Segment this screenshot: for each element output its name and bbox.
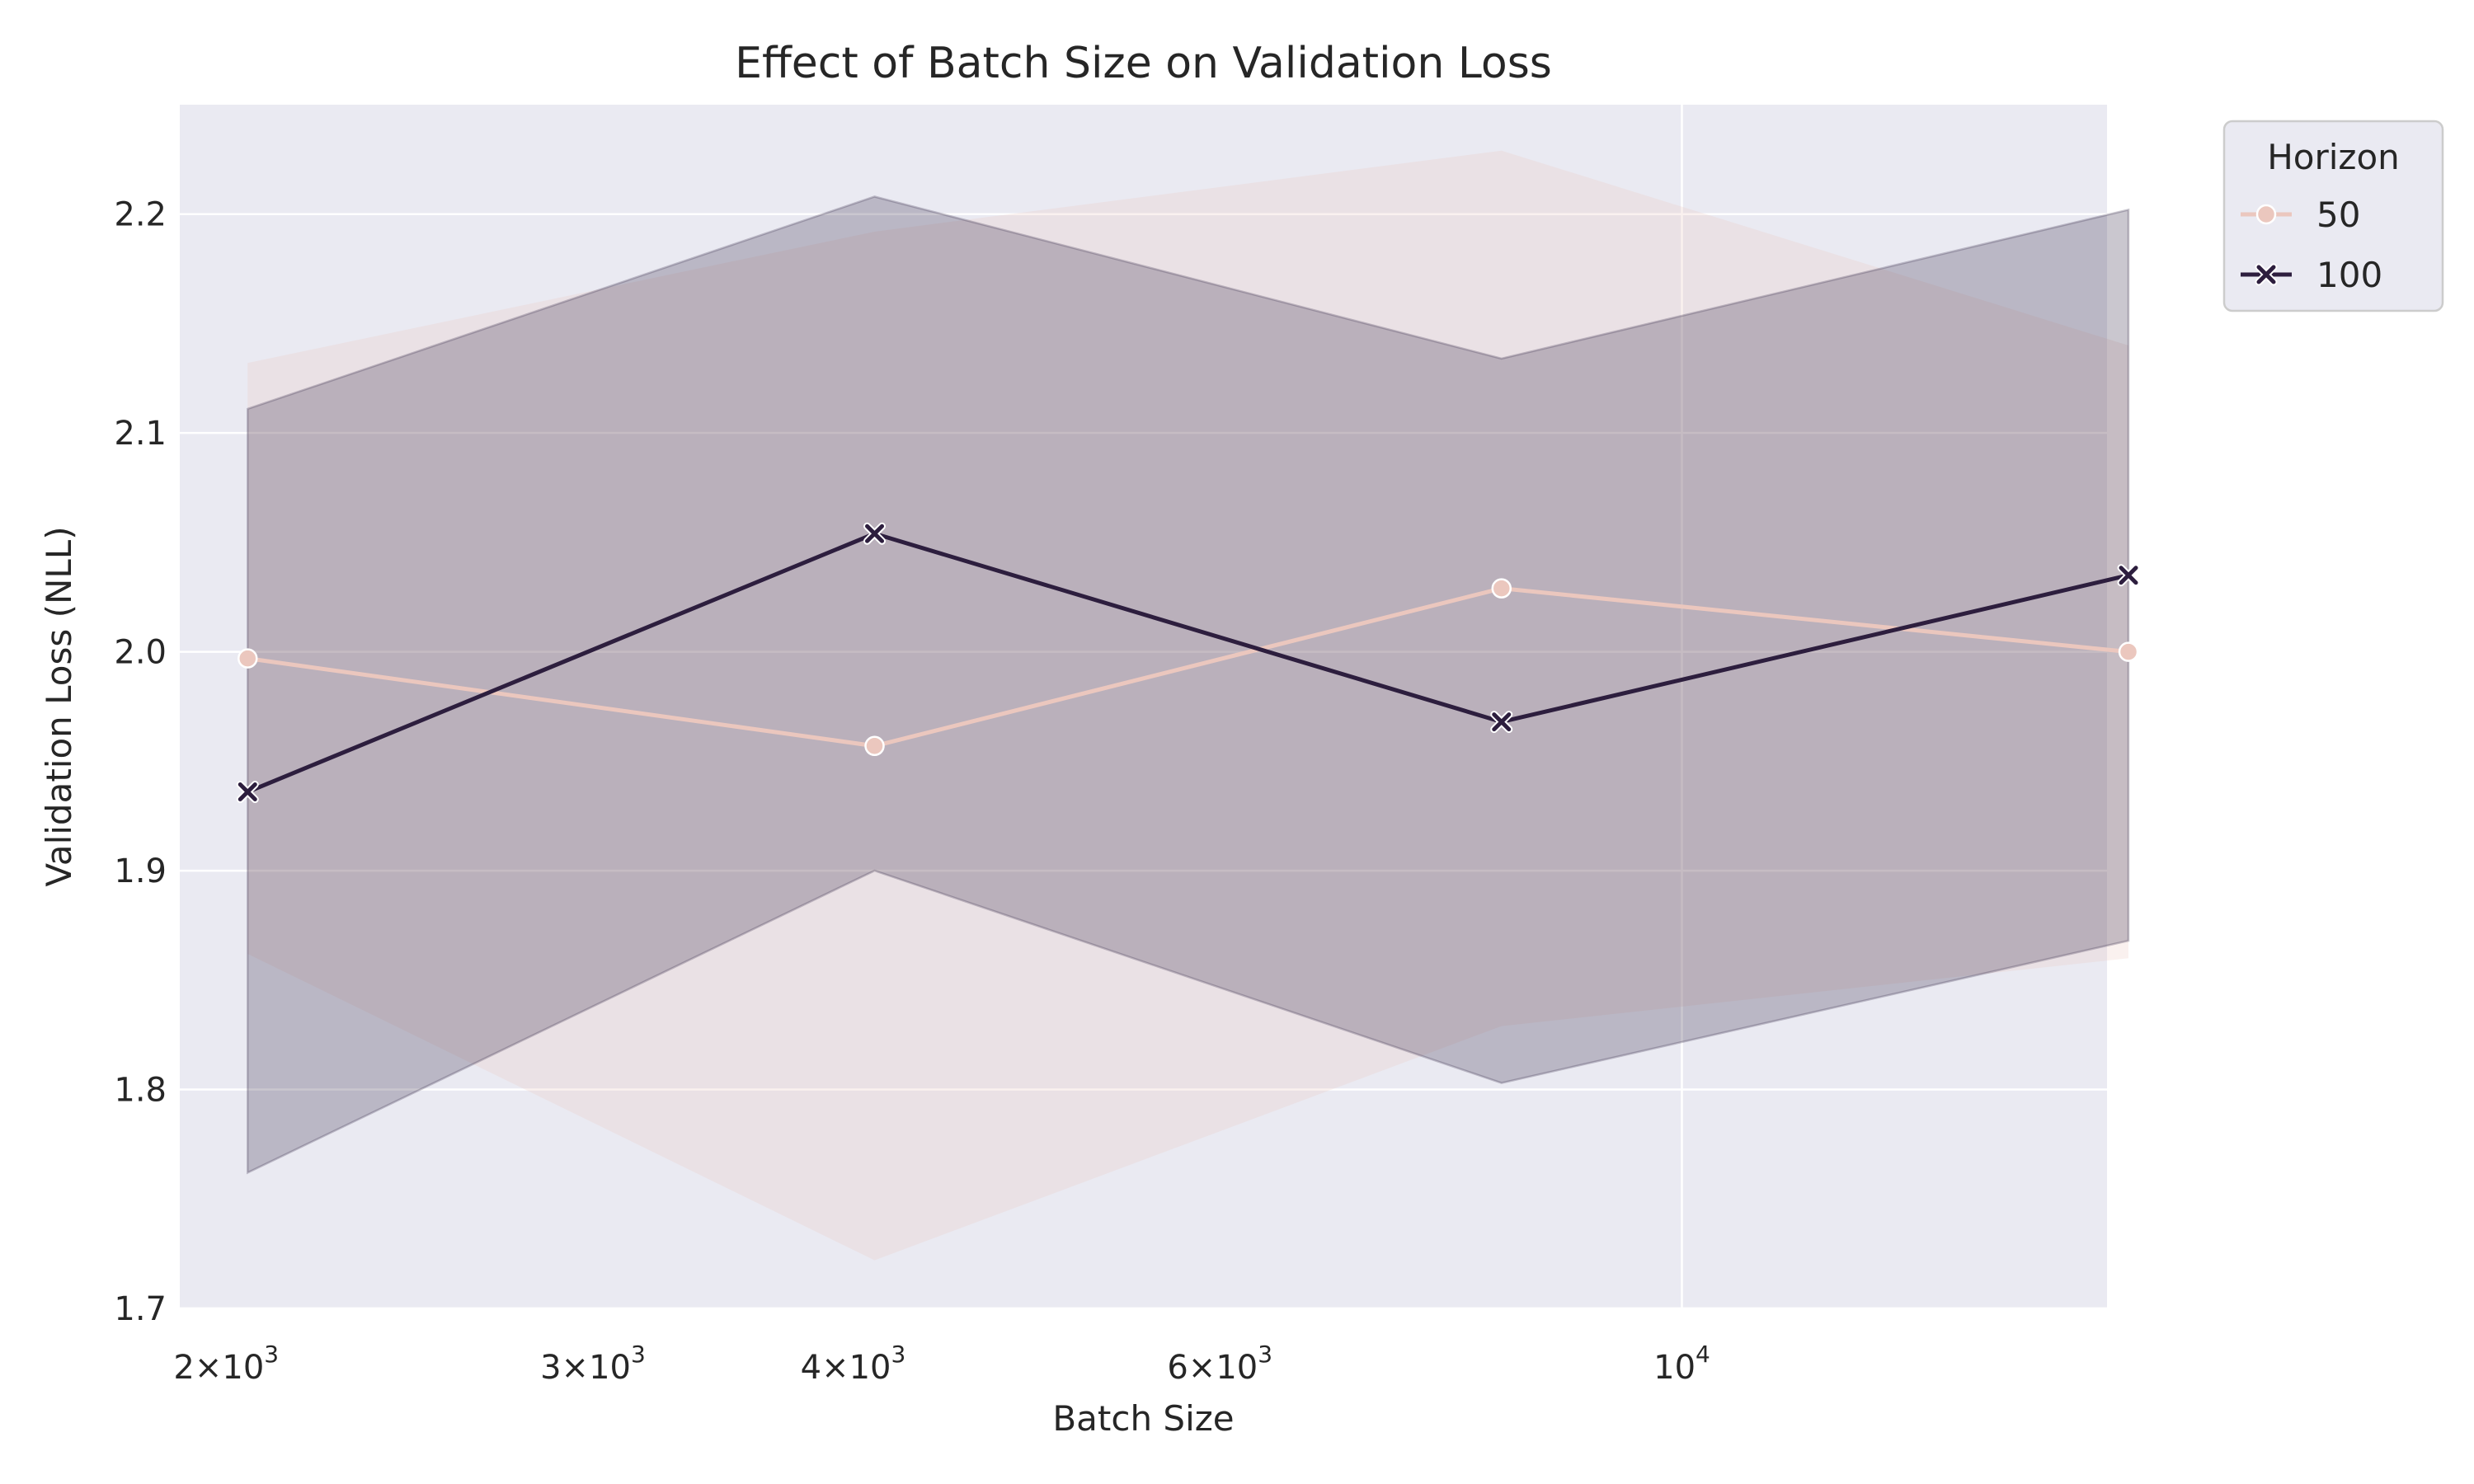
legend-item-50: 50: [2241, 195, 2360, 235]
chart-title: Effect of Batch Size on Validation Loss: [735, 39, 1552, 88]
legend-label: 100: [2316, 255, 2382, 295]
point-50: [1491, 578, 1512, 599]
series-lines: [247, 531, 2129, 794]
y-tick-label: 2.2: [114, 196, 167, 234]
plot-area: [180, 105, 2107, 1308]
point-100: [863, 522, 887, 545]
legend-marker: [2256, 265, 2276, 284]
x-tick-label: 4×103: [801, 1341, 906, 1387]
y-axis-label: Validation Loss (NLL): [39, 526, 79, 886]
x-tick-label: 104: [1653, 1341, 1710, 1387]
legend-label: 50: [2316, 195, 2360, 235]
legend-title: Horizon: [2267, 137, 2400, 177]
x-tick-label: 2×103: [173, 1341, 279, 1387]
legend-marker: [2255, 204, 2277, 225]
legend: Horizon 50 100: [2222, 120, 2444, 312]
y-tick-label: 2.1: [114, 415, 167, 453]
point-50: [864, 735, 885, 757]
series-line-100: [247, 531, 2129, 794]
legend-item-100: 100: [2241, 255, 2382, 295]
ci-band-50: [247, 150, 2129, 1261]
legend-box: [2222, 120, 2444, 312]
x-tick-label: 3×103: [540, 1341, 646, 1387]
point-100: [1490, 711, 1513, 734]
y-tick-label: 1.8: [114, 1072, 167, 1110]
series-markers: [236, 522, 2140, 804]
point-100: [2117, 564, 2140, 587]
confidence-bands: [247, 150, 2130, 1261]
x-axis-label: Batch Size: [1052, 1398, 1234, 1439]
y-tick-label: 2.0: [114, 634, 167, 672]
x-tick-label: 6×103: [1167, 1341, 1272, 1387]
tick-labels: 1.7 1.8 1.9 2.0 2.1 2.2 2×103 3×103 4×103 6×103 10…: [114, 196, 1710, 1387]
point-50: [238, 648, 258, 669]
point-100: [236, 781, 259, 804]
y-tick-label: 1.9: [114, 852, 167, 890]
point-50: [2118, 641, 2139, 662]
grid-lines: [180, 105, 2107, 1310]
ci-band-100: [247, 195, 2130, 1175]
y-tick-label: 1.7: [114, 1290, 167, 1328]
series-line-50: [247, 586, 2129, 749]
